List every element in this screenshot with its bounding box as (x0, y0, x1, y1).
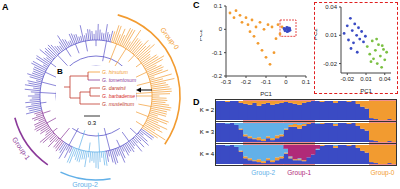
svg-text:PC1: PC1 (360, 88, 372, 93)
html-text:K = 2: K = 2 (199, 107, 214, 113)
html-text:K = 4: K = 4 (199, 151, 214, 157)
svg-text:-0.1: -0.1 (212, 50, 223, 56)
svg-text:G. tomentosum: G. tomentosum (102, 77, 136, 83)
svg-text:PC2: PC2 (200, 29, 203, 41)
svg-text:A: A (8, 2, 9, 12)
svg-text:-0.02: -0.02 (340, 76, 354, 82)
svg-text:0: 0 (219, 26, 223, 32)
html-text:D: D (193, 97, 200, 107)
html-text:Group-2: Group-2 (251, 169, 276, 176)
svg-text:0.01: 0.01 (325, 32, 337, 38)
svg-text:0.01: 0.01 (360, 76, 372, 82)
svg-text:G. hirsutum: G. hirsutum (102, 69, 128, 75)
svg-text:G. mustelinum: G. mustelinum (102, 101, 134, 107)
svg-text:G. barbadense: G. barbadense (102, 93, 135, 99)
svg-text:0.04: 0.04 (379, 76, 391, 82)
html-text:Group-0: Group-0 (370, 169, 395, 176)
svg-text:PC2: PC2 (315, 28, 318, 40)
svg-text:-0.2: -0.2 (212, 73, 223, 79)
svg-text:0.1: 0.1 (302, 79, 311, 85)
svg-text:B: B (57, 67, 63, 76)
svg-text:-0.02: -0.02 (323, 61, 337, 67)
svg-text:-0.3: -0.3 (221, 79, 232, 85)
svg-text:0.3: 0.3 (88, 120, 97, 126)
svg-text:G. darwinii: G. darwinii (102, 85, 127, 91)
svg-text:0: 0 (284, 79, 288, 85)
html-text:K = 3: K = 3 (199, 129, 214, 135)
svg-text:0.1: 0.1 (214, 3, 223, 9)
html-text:C: C (193, 0, 200, 10)
svg-text:-0.2: -0.2 (241, 79, 252, 85)
svg-text:PC1: PC1 (260, 91, 272, 96)
svg-text:Group-2: Group-2 (72, 181, 98, 189)
svg-text:0.04: 0.04 (325, 4, 337, 10)
svg-text:Group-1: Group-1 (10, 136, 31, 162)
svg-text:Group-0: Group-0 (158, 26, 180, 51)
svg-text:-0.1: -0.1 (261, 79, 272, 85)
html-text:Group-1: Group-1 (287, 169, 312, 176)
